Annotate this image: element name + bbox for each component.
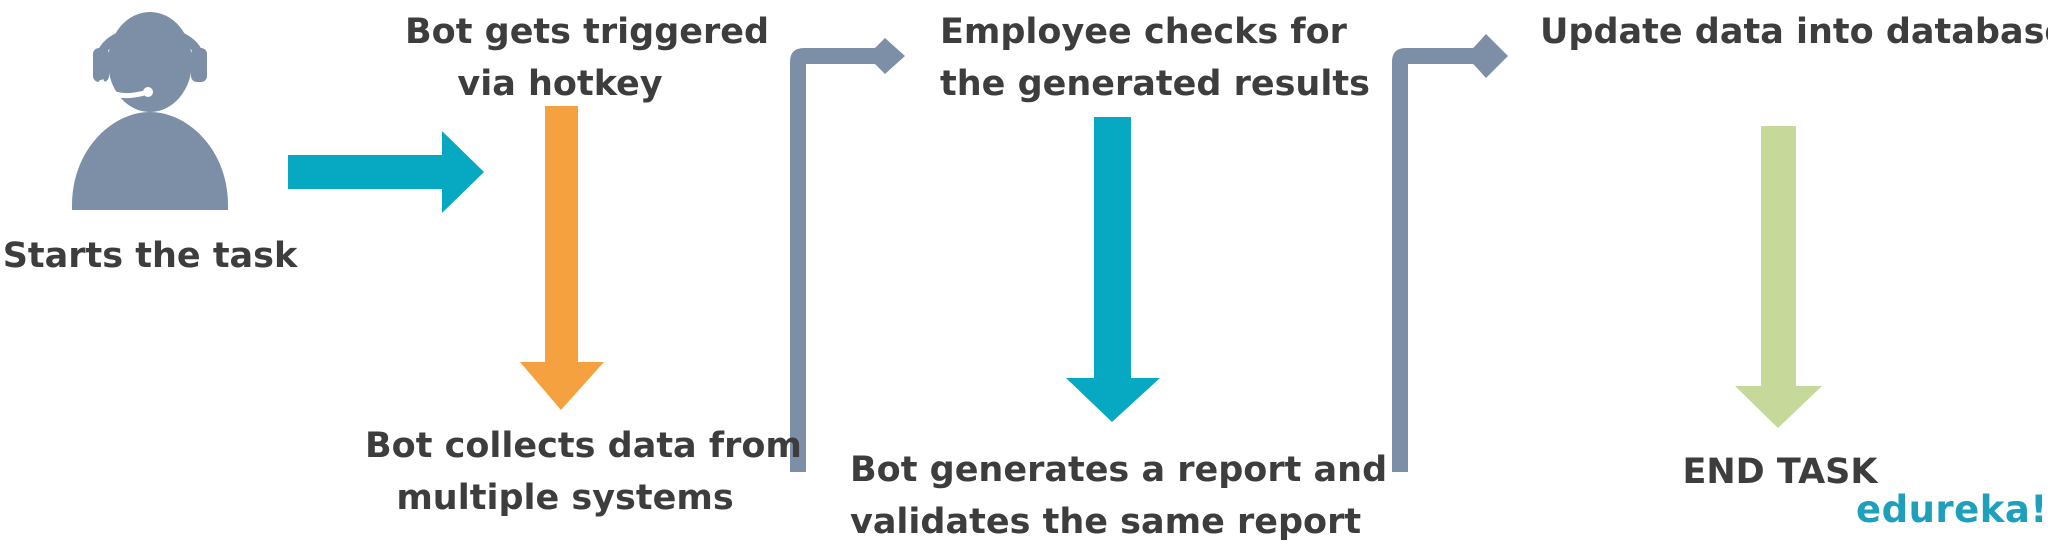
down-arrow-update-to-end [1735, 126, 1822, 428]
step-label-report: Bot generates a report and validates the… [850, 444, 1388, 548]
down-arrow-check-to-report [1066, 117, 1160, 422]
step-label-start: Starts the task [0, 230, 300, 282]
connector-report-to-update [1392, 34, 1508, 472]
step-label-check-line2: the generated results [940, 64, 1370, 104]
step-label-collect-line1: Bot collects data from [365, 426, 802, 466]
step-label-report-line2: validates the same report [850, 502, 1362, 542]
right-arrow-start-to-trigger [288, 131, 484, 213]
step-label-update-line1: Update data into database [1540, 12, 2048, 52]
down-arrow-trigger-to-collect [520, 106, 604, 410]
step-label-trigger-line1: Bot gets triggered [405, 12, 770, 52]
operator-headset-icon [72, 12, 228, 210]
step-label-collect-line2: multiple systems [396, 478, 734, 518]
step-label-trigger-line2: via hotkey [457, 64, 663, 104]
edureka-logo: edureka! [1856, 488, 2048, 531]
step-label-check: Employee checks for the generated result… [940, 6, 1370, 110]
connector-collect-to-check [790, 38, 905, 472]
step-label-check-line1: Employee checks for [940, 12, 1347, 52]
step-label-report-line1: Bot generates a report and [850, 450, 1388, 490]
step-label-end: END TASK [1640, 446, 1920, 498]
step-label-start-line1: Starts the task [2, 236, 298, 276]
step-label-end-line1: END TASK [1682, 452, 1878, 492]
step-label-collect: Bot collects data from multiple systems [365, 420, 802, 524]
step-label-trigger: Bot gets triggered via hotkey [405, 6, 770, 110]
step-label-update: Update data into database [1540, 6, 2048, 58]
